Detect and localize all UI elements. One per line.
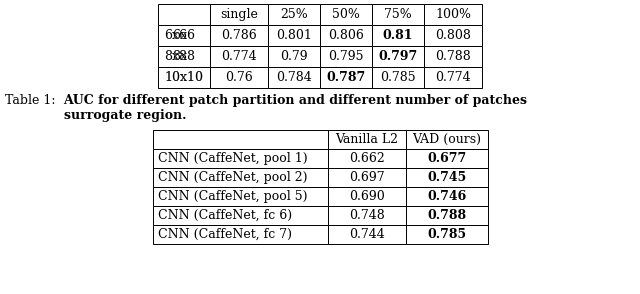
Text: 50%: 50% (332, 8, 360, 21)
Bar (320, 67, 372, 88)
Bar (372, 46, 424, 67)
Bar (210, 46, 268, 67)
Text: 100%: 100% (435, 8, 471, 21)
Bar (152, 187, 328, 206)
Text: 0.746: 0.746 (427, 190, 466, 203)
Text: 0.745: 0.745 (427, 171, 466, 184)
Text: 0.697: 0.697 (349, 171, 384, 184)
Text: 0.774: 0.774 (221, 50, 257, 63)
Bar (406, 168, 488, 187)
Bar (328, 187, 406, 206)
Text: Vanilla L2: Vanilla L2 (335, 133, 398, 146)
Bar (268, 25, 320, 46)
Bar (424, 67, 482, 88)
Text: 8x8: 8x8 (164, 50, 187, 63)
Bar (320, 46, 372, 67)
Bar (424, 25, 482, 46)
Text: single: single (220, 8, 258, 21)
Text: 0.788: 0.788 (435, 50, 471, 63)
Text: CNN (CaffeNet, pool 5): CNN (CaffeNet, pool 5) (159, 190, 308, 203)
Text: 8x8: 8x8 (173, 50, 195, 63)
Bar (424, 4, 482, 25)
Text: AUC for different patch partition and different number of patches
surrogate regi: AUC for different patch partition and di… (63, 94, 527, 122)
Bar (152, 149, 328, 168)
Text: CNN (CaffeNet, pool 1): CNN (CaffeNet, pool 1) (159, 152, 308, 165)
Bar (406, 149, 488, 168)
Text: 0.774: 0.774 (435, 71, 471, 84)
Text: 10x10: 10x10 (164, 71, 204, 84)
Bar (152, 206, 328, 225)
Text: 75%: 75% (384, 8, 412, 21)
Text: CNN (CaffeNet, fc 6): CNN (CaffeNet, fc 6) (159, 209, 292, 222)
Bar (328, 206, 406, 225)
Text: 10x10: 10x10 (164, 71, 203, 84)
Bar (152, 225, 328, 244)
Text: 0.784: 0.784 (276, 71, 312, 84)
Text: CNN (CaffeNet, fc 7): CNN (CaffeNet, fc 7) (159, 228, 292, 241)
Bar (210, 67, 268, 88)
Text: 8x8: 8x8 (173, 50, 195, 63)
Bar (372, 4, 424, 25)
Text: 0.81: 0.81 (383, 29, 413, 42)
Bar (158, 25, 210, 46)
Text: 0.690: 0.690 (349, 190, 385, 203)
Text: CNN (CaffeNet, pool 2): CNN (CaffeNet, pool 2) (159, 171, 308, 184)
Bar (328, 225, 406, 244)
Text: 25%: 25% (280, 8, 308, 21)
Bar (158, 67, 210, 88)
Text: 0.748: 0.748 (349, 209, 385, 222)
Bar (152, 130, 328, 149)
Text: 0.797: 0.797 (378, 50, 418, 63)
Bar (210, 25, 268, 46)
Bar (406, 225, 488, 244)
Text: 0.76: 0.76 (225, 71, 253, 84)
Text: 0.677: 0.677 (427, 152, 466, 165)
Text: 6x6: 6x6 (173, 29, 195, 42)
Text: 0.788: 0.788 (427, 209, 466, 222)
Text: 0.785: 0.785 (380, 71, 416, 84)
Bar (328, 168, 406, 187)
Bar (268, 67, 320, 88)
Bar (372, 25, 424, 46)
Text: 0.808: 0.808 (435, 29, 471, 42)
Text: 0.801: 0.801 (276, 29, 312, 42)
Text: 6x6: 6x6 (164, 29, 187, 42)
Text: 0.744: 0.744 (349, 228, 385, 241)
Bar (158, 46, 210, 67)
Text: 0.786: 0.786 (221, 29, 257, 42)
Bar (406, 130, 488, 149)
Text: 0.787: 0.787 (326, 71, 365, 84)
Bar (372, 67, 424, 88)
Text: 0.785: 0.785 (427, 228, 466, 241)
Text: VAD (ours): VAD (ours) (412, 133, 481, 146)
Bar (268, 46, 320, 67)
Bar (158, 4, 210, 25)
Text: 0.806: 0.806 (328, 29, 364, 42)
Text: Table 1:: Table 1: (5, 94, 63, 107)
Bar (328, 130, 406, 149)
Bar (268, 4, 320, 25)
Text: 0.79: 0.79 (280, 50, 308, 63)
Bar (152, 168, 328, 187)
Text: 6x6: 6x6 (173, 29, 195, 42)
Bar (406, 206, 488, 225)
Bar (320, 25, 372, 46)
Text: 0.662: 0.662 (349, 152, 385, 165)
Bar (406, 187, 488, 206)
Bar (320, 4, 372, 25)
Text: 10x10: 10x10 (164, 71, 204, 84)
Text: 0.795: 0.795 (328, 50, 364, 63)
Bar (210, 4, 268, 25)
Bar (424, 46, 482, 67)
Bar (328, 149, 406, 168)
